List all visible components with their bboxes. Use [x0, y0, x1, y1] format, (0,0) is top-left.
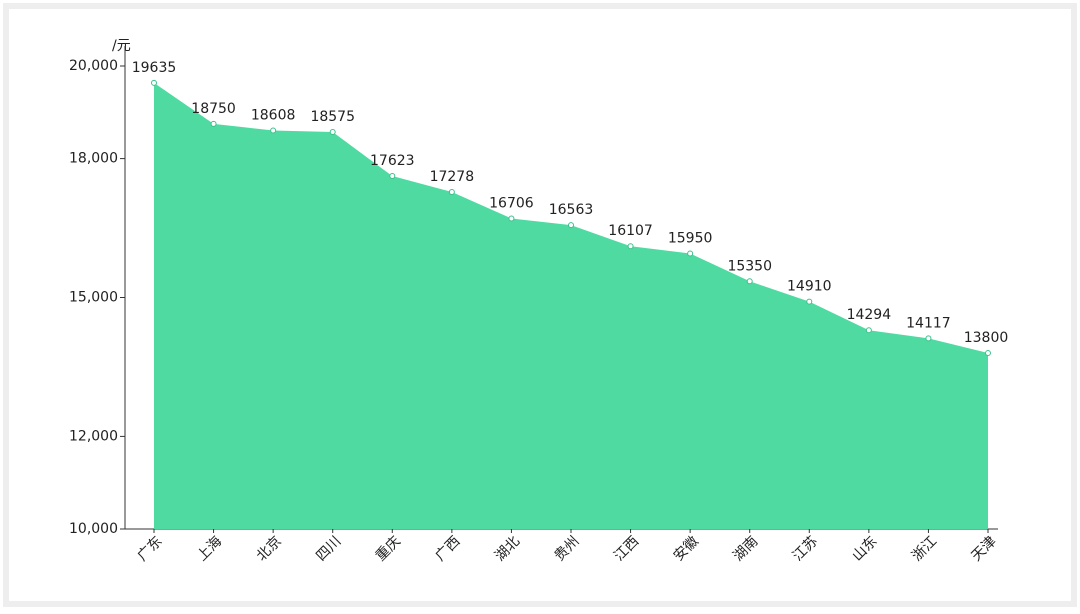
value-label: 16563 [549, 202, 594, 218]
value-label: 18750 [191, 101, 236, 117]
y-tick-label: 15,000 [69, 290, 118, 306]
point [568, 222, 574, 229]
value-label: 15950 [668, 231, 713, 247]
point [985, 350, 991, 357]
point [865, 327, 872, 334]
y-tick-label: 20,000 [69, 58, 118, 74]
point [151, 79, 157, 86]
y-tick-label: 10,000 [69, 521, 118, 537]
point [389, 173, 396, 180]
point [627, 243, 634, 250]
value-label: 13800 [964, 330, 1009, 346]
point [270, 127, 277, 134]
point [925, 335, 932, 342]
point [329, 128, 336, 135]
point [448, 189, 455, 196]
y-axis-unit: /元 [112, 38, 131, 54]
value-label: 16706 [489, 196, 534, 212]
value-label: 17278 [430, 169, 475, 185]
value-label: 19635 [132, 60, 177, 76]
value-label: 18608 [251, 107, 296, 123]
point [210, 120, 217, 127]
value-label: 16107 [608, 223, 653, 239]
point [687, 250, 694, 257]
value-label: 14294 [847, 307, 892, 323]
value-label: 14117 [906, 315, 951, 331]
area [154, 82, 988, 529]
y-tick-label: 18,000 [69, 151, 118, 167]
y-tick-label: 12,000 [69, 428, 118, 444]
point [508, 215, 515, 222]
value-label: 18575 [310, 109, 355, 125]
point [806, 298, 813, 305]
value-label: 14910 [787, 279, 832, 295]
value-label: 17623 [370, 153, 415, 169]
point [746, 278, 753, 285]
value-label: 15350 [727, 258, 772, 274]
